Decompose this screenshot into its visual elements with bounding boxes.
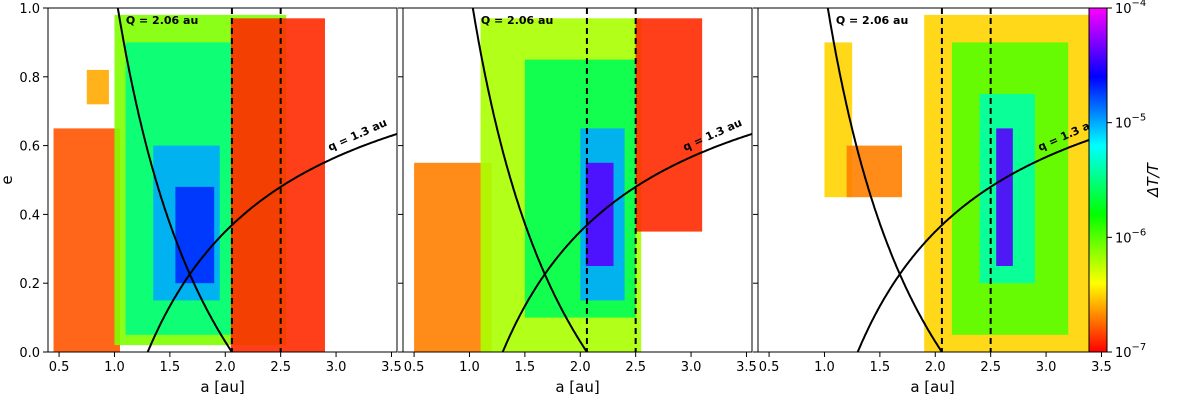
x-tick-label: 1.5 <box>160 360 181 375</box>
x-tick-label: 1.5 <box>515 360 536 375</box>
colorbar-tick-label: 10−6 <box>1115 227 1146 246</box>
x-tick-label: 2.5 <box>625 360 646 375</box>
y-tick-label: 0.4 <box>19 208 40 223</box>
panel-1: Q = 2.06 auq = 1.3 au 0.5 1.0 1.5 2.0 2.5 3.0 3… <box>0 2 402 396</box>
x-tick-label: 3.0 <box>1036 360 1057 375</box>
x-axis-label: a [au] <box>555 378 599 396</box>
density-region <box>230 18 325 352</box>
x-axis-label: a [au] <box>200 378 244 396</box>
density-region <box>414 162 492 352</box>
x-tick-label: 1.0 <box>814 360 835 375</box>
colorbar: 10−7 10−6 10−5 10−4 ΔT/T <box>1088 0 1162 361</box>
x-tick-label: 2.0 <box>570 360 591 375</box>
plot-area: Q = 2.06 auq = 1.3 au <box>824 8 1107 352</box>
x-tick-label: 3.5 <box>381 360 402 375</box>
aphelion-curve-label: Q = 2.06 au <box>481 14 553 27</box>
x-tick-label: 3.0 <box>681 360 702 375</box>
x-tick-label: 0.5 <box>404 360 425 375</box>
colorbar-tick-label: 10−5 <box>1115 113 1146 132</box>
density-region <box>53 128 121 352</box>
panels: Q = 2.06 auq = 1.3 au 0.5 1.0 1.5 2.0 2.5 3.0 3… <box>0 2 1112 396</box>
aphelion-curve <box>471 8 589 352</box>
panel-3: Q = 2.06 auq = 1.3 au 0.5 1.0 1.5 2.0 2.5 3.0 3… <box>753 7 1112 396</box>
x-tick-label: 2.5 <box>980 360 1001 375</box>
y-tick-label: 0.6 <box>19 140 40 155</box>
x-tick-label: 2.0 <box>215 360 236 375</box>
colorbar-tick-label: 10−4 <box>1115 0 1146 17</box>
perihelion-curve <box>856 133 1107 352</box>
density-region <box>635 18 703 232</box>
colorbar-bar <box>1088 7 1108 353</box>
x-tick-label: 1.5 <box>870 360 891 375</box>
x-tick-label: 3.5 <box>1091 360 1112 375</box>
density-region <box>846 145 903 198</box>
x-tick-label: 1.0 <box>104 360 125 375</box>
perihelion-curve <box>501 133 752 352</box>
colorbar-tick-label: 10−7 <box>1115 342 1146 361</box>
x-tick-label: 0.5 <box>49 360 70 375</box>
axes-frame <box>47 7 398 353</box>
density-region <box>996 128 1013 266</box>
density-region <box>86 69 109 105</box>
x-tick-label: 3.5 <box>736 360 757 375</box>
x-tick-label: 0.5 <box>759 360 780 375</box>
axes-frame <box>402 7 753 353</box>
aphelion-curve <box>116 8 234 352</box>
x-tick-label: 1.0 <box>459 360 480 375</box>
panel-2: Q = 2.06 auq = 1.3 au 0.5 1.0 1.5 2.0 2.5 3.0 3… <box>398 7 757 396</box>
plot-area: Q = 2.06 auq = 1.3 au <box>53 8 397 352</box>
aphelion-curve-label: Q = 2.06 au <box>836 14 908 27</box>
y-tick-label: 0.0 <box>19 346 40 361</box>
plot-area: Q = 2.06 auq = 1.3 au <box>414 8 752 352</box>
x-axis-label: a [au] <box>910 378 954 396</box>
y-axis-label: e <box>0 175 16 184</box>
y-tick-label: 0.8 <box>19 71 40 86</box>
y-tick-label: 1.0 <box>19 2 40 17</box>
x-tick-label: 2.0 <box>925 360 946 375</box>
aphelion-curve <box>826 8 944 352</box>
aphelion-curve-label: Q = 2.06 au <box>126 14 198 27</box>
colorbar-label: ΔT/T <box>1144 161 1162 197</box>
x-tick-label: 2.5 <box>270 360 291 375</box>
y-tick-label: 0.2 <box>19 277 40 292</box>
x-tick-label: 3.0 <box>326 360 347 375</box>
colorbar-ticks: 10−7 10−6 10−5 10−4 <box>1107 0 1146 361</box>
perihelion-curve <box>146 133 397 352</box>
